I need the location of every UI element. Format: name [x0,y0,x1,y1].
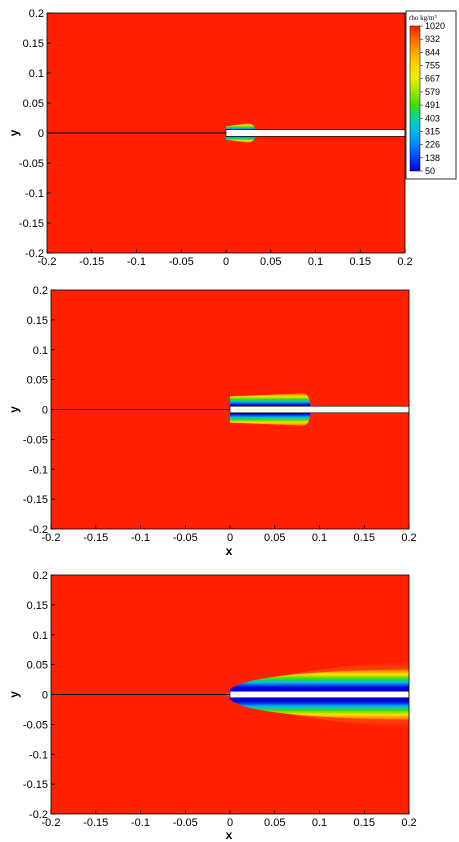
legend-title: rho kg/m³ [409,14,437,22]
x-tick-label: 0.2 [401,532,416,544]
y-tick-label: 0.05 [23,98,44,110]
x-tick-label: -0.1 [131,817,150,829]
y-tick-label: 0.15 [27,600,48,612]
y-tick-label: 0.2 [29,8,44,20]
x-tick-label: 0 [223,256,229,268]
density-plot-1: -0.2 -0.15 -0.1 -0.05 0 0.05 0.1 0.15 0.2 0.2 0.15… [7,8,413,268]
y-tick-label: 0.05 [27,375,48,387]
density-plot-2: -0.2 -0.15 -0.1 -0.05 0 0.05 0.1 0.15 0.2 0.2 0.15… [7,285,417,558]
x-tick-label: 0.2 [401,817,416,829]
y-tick-label: -0.2 [25,248,44,260]
y-tick-label: -0.05 [23,719,48,731]
legend-level-label: 579 [425,87,440,97]
y-tick-label: -0.2 [29,809,48,821]
y-tick-label: 0.15 [23,38,44,50]
y-tick-label: 0.1 [29,68,44,80]
x-tick-label: -0.15 [83,817,108,829]
x-tick-label: 0.15 [354,817,375,829]
tube-body [229,405,410,414]
x-tick-label: 0.15 [350,256,371,268]
y-tick-label: -0.15 [23,779,48,791]
density-plot-3: -0.2 -0.15 -0.1 -0.05 0 0.05 0.1 0.15 0.2 0.2 0.15… [7,570,417,842]
y-tick-label: 0 [42,405,48,417]
x-tick-label: -0.05 [173,817,198,829]
x-tick-label: 0.1 [312,817,327,829]
y-tick-label: 0.2 [33,570,48,582]
x-tick-label: 0.05 [264,532,285,544]
legend-level-label: 491 [425,100,440,110]
tube-body [229,690,410,699]
x-tick-label: 0.1 [308,256,323,268]
y-axis-label: y [7,129,21,136]
y-tick-label: 0 [42,690,48,702]
x-tick-label: 0 [227,817,233,829]
x-tick-label: 0.15 [354,532,375,544]
y-tick-label: 0 [38,128,44,140]
legend-level-label: 932 [425,34,440,44]
y-axis-label: y [7,406,21,413]
y-tick-label: -0.1 [29,464,48,476]
legend-level-label: 403 [425,113,440,123]
x-tick-label: -0.2 [42,532,61,544]
legend-level-label: 844 [425,47,440,57]
y-tick-label: 0.2 [33,285,48,297]
legend-level-label: 226 [425,140,440,150]
legend-level-label: 667 [425,74,440,84]
y-tick-label: 0.15 [27,315,48,327]
y-tick-label: 0.1 [33,630,48,642]
x-tick-label: 0.2 [397,256,412,268]
y-tick-label: -0.1 [29,749,48,761]
y-tick-label: -0.1 [25,188,44,200]
y-tick-label: -0.15 [23,494,48,506]
x-tick-label: 0 [227,532,233,544]
x-tick-label: 0.05 [260,256,281,268]
y-tick-label: 0.1 [33,345,48,357]
x-axis-label: x [226,828,233,842]
x-tick-label: -0.1 [127,256,146,268]
x-tick-label: -0.2 [42,817,61,829]
legend-level-label: 315 [425,126,440,136]
y-tick-label: -0.05 [19,158,44,170]
x-tick-label: -0.05 [173,532,198,544]
x-tick-label: -0.1 [131,532,150,544]
x-tick-label: -0.05 [169,256,194,268]
tube-body [225,129,406,137]
x-tick-label: -0.15 [83,532,108,544]
y-tick-label: -0.2 [29,524,48,536]
x-axis-label: x [226,544,233,558]
legend-level-label: 755 [425,61,440,71]
legend-color-bar [409,25,421,172]
legend-level-label: 1020 [425,21,445,31]
x-tick-label: -0.2 [38,256,57,268]
x-tick-label: -0.15 [79,256,104,268]
x-tick-label: 0.05 [264,817,285,829]
y-axis-label: y [7,691,21,698]
y-tick-label: 0.05 [27,660,48,672]
x-tick-label: 0.1 [312,532,327,544]
y-tick-label: -0.15 [19,218,44,230]
legend-level-label: 138 [425,153,440,163]
y-tick-label: -0.05 [23,434,48,446]
legend-level-label: 50 [425,166,435,176]
